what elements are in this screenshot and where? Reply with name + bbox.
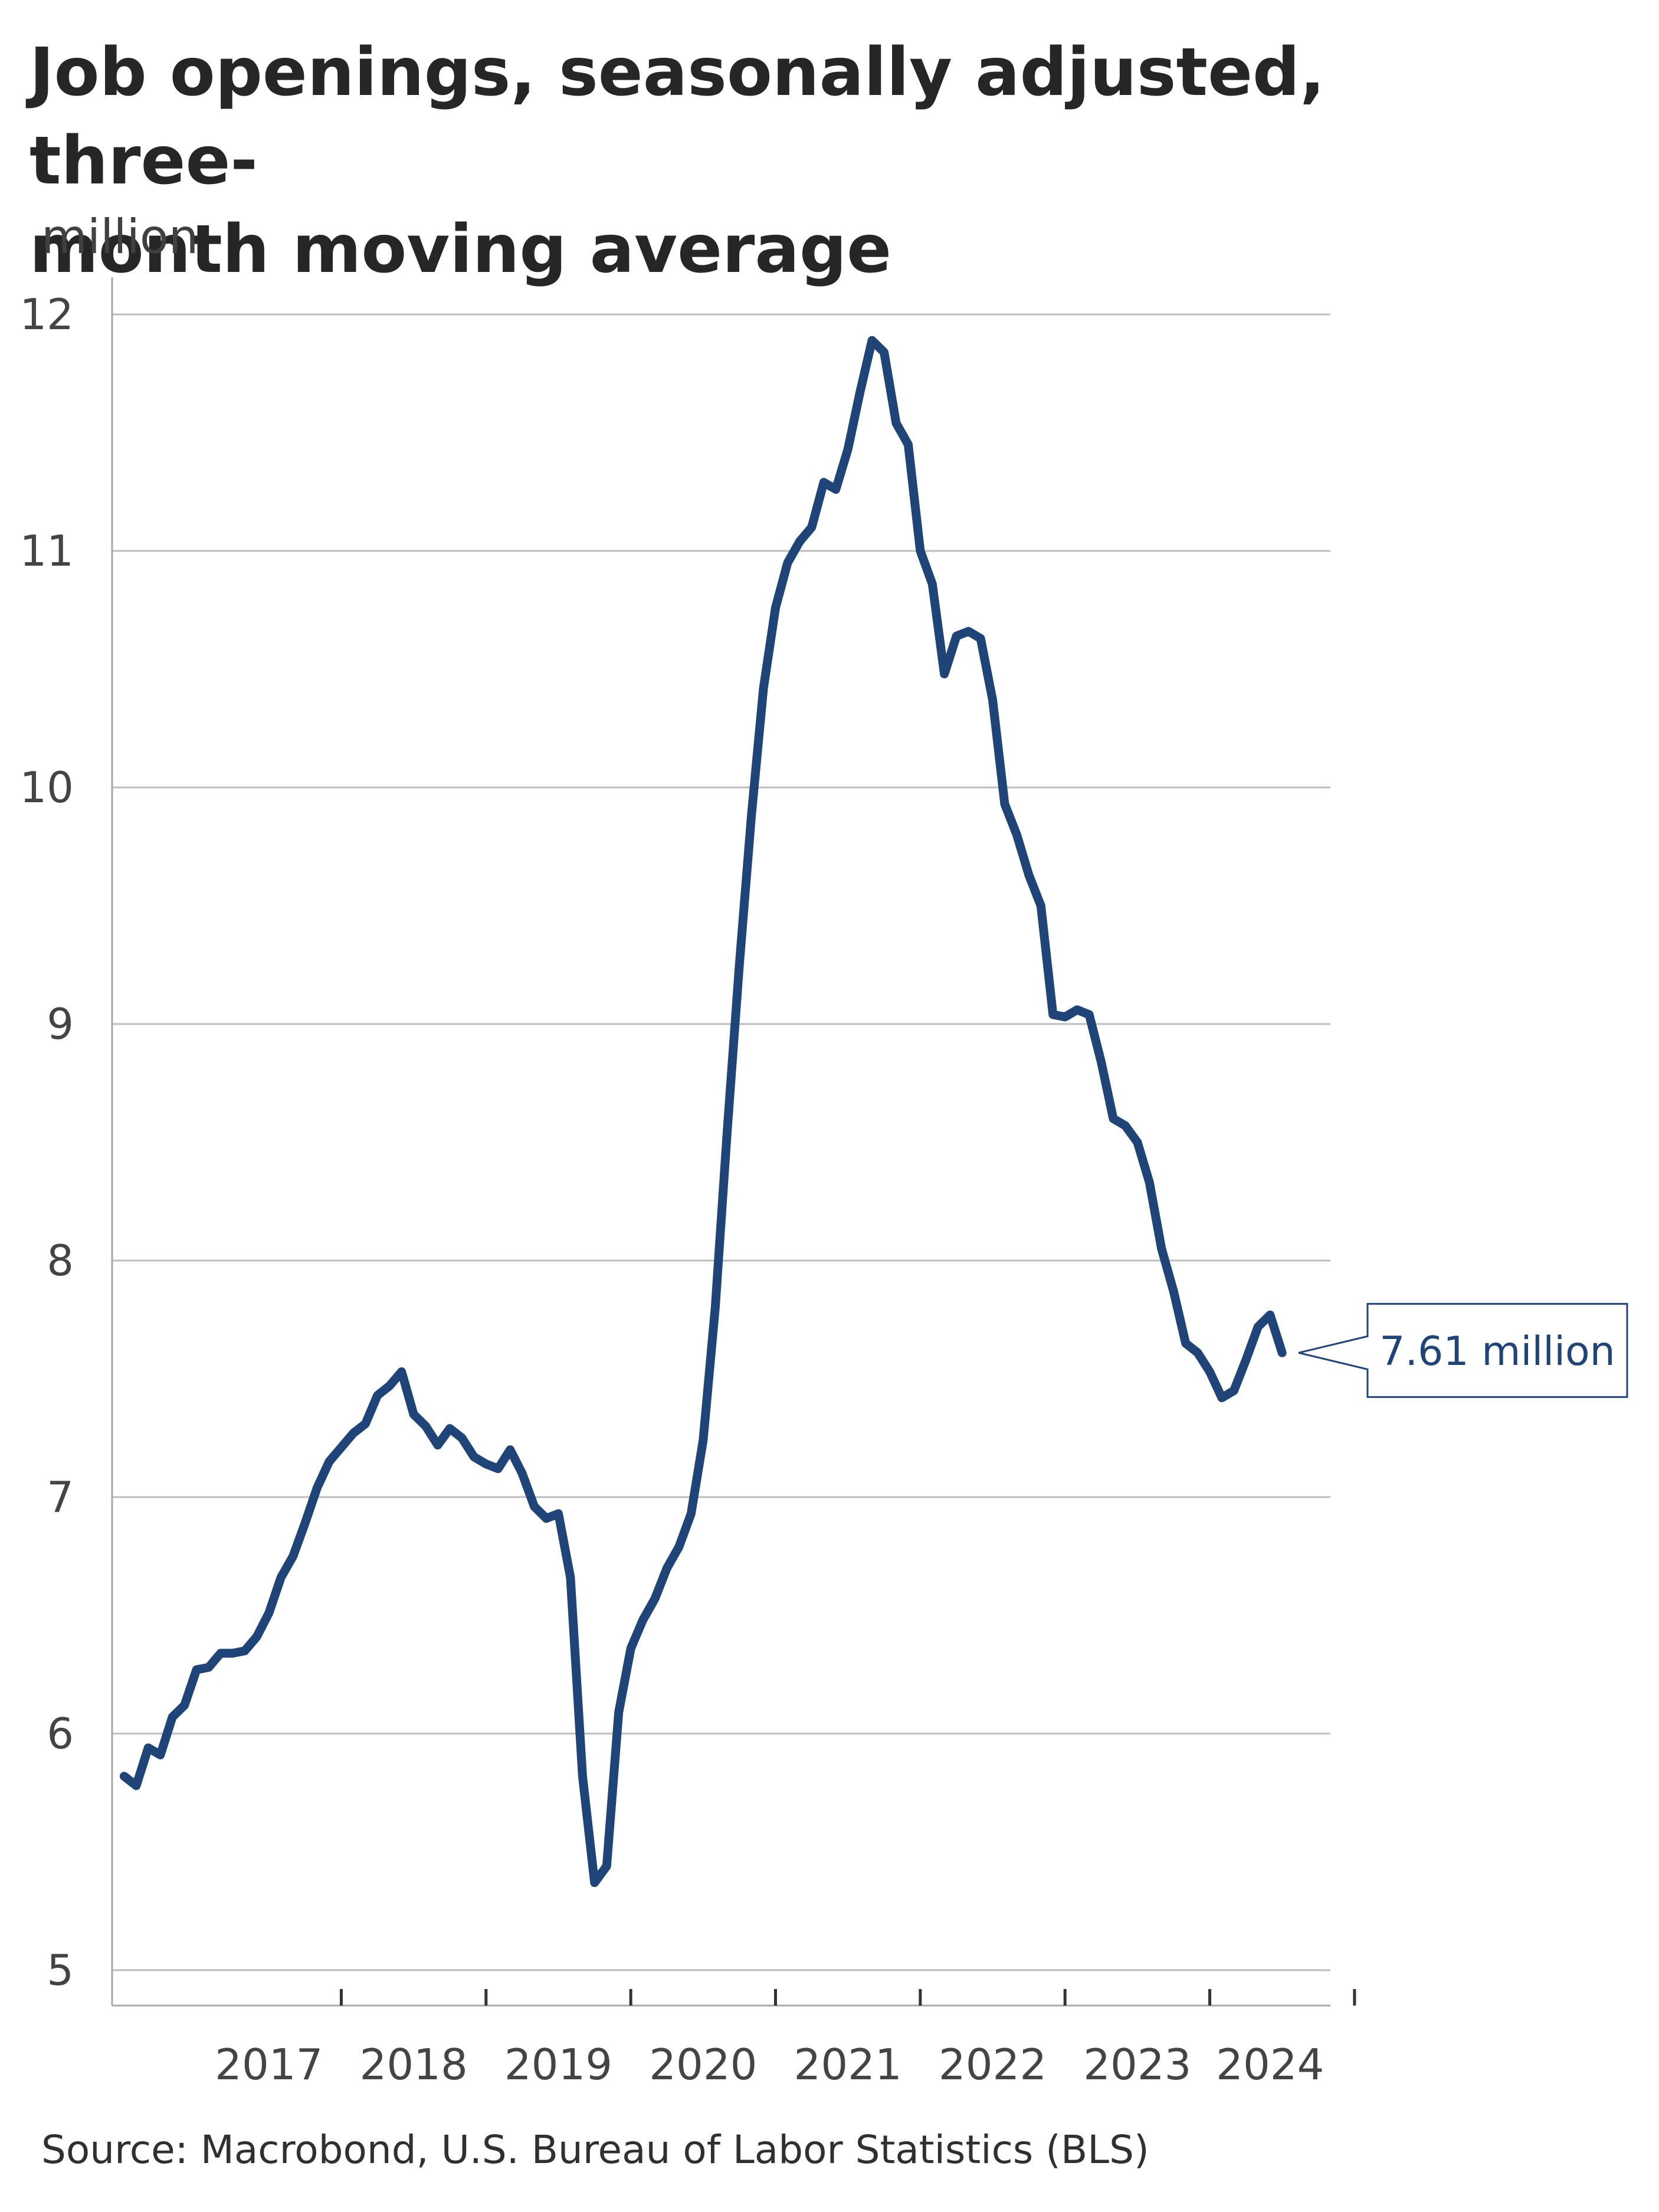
- x-tick-label-2018: 2018: [360, 2040, 468, 2089]
- x-tick-label-2019: 2019: [504, 2040, 612, 2089]
- source-note: Source: Macrobond, U.S. Bureau of Labor …: [41, 2127, 1149, 2172]
- chart-title-line-1: Job openings, seasonally adjusted, three…: [29, 34, 1325, 199]
- y-tick-label-8: 8: [47, 1236, 74, 1285]
- chart-title: Job openings, seasonally adjusted, three…: [29, 28, 1504, 294]
- x-tick-labels: 2017 2018 2019 2020 2021 2022 2023 2024: [215, 2040, 1324, 2089]
- x-tick-label-2017: 2017: [215, 2040, 323, 2089]
- annotations: 7.61 million: [1298, 1302, 1628, 1398]
- y-tick-label-9: 9: [47, 999, 74, 1049]
- y-tick-labels: 5 6 7 8 9 10 11 12: [19, 290, 74, 1995]
- x-tick-label-2020: 2020: [649, 2040, 757, 2089]
- y-axis-unit-label: million: [41, 209, 199, 264]
- chart-title-line-2: month moving average: [29, 211, 892, 288]
- callout-label: 7.61 million: [1379, 1328, 1615, 1375]
- series-line-0: [119, 336, 1287, 1888]
- x-tick-label-2023: 2023: [1083, 2040, 1191, 2089]
- x-tick-label-2022: 2022: [939, 2040, 1047, 2089]
- x-tick-label-2021: 2021: [794, 2040, 902, 2089]
- y-tick-label-12: 12: [19, 290, 74, 339]
- axes: [111, 277, 1356, 2007]
- series-layer: [119, 336, 1287, 1888]
- y-tick-label-10: 10: [19, 763, 74, 812]
- y-tick-label-7: 7: [47, 1472, 74, 1522]
- y-tick-label-6: 6: [47, 1709, 74, 1758]
- callout-box: [1298, 1302, 1628, 1398]
- y-tick-label-5: 5: [47, 1945, 74, 1995]
- gridlines: [112, 313, 1330, 1971]
- x-tick-label-2024: 2024: [1216, 2040, 1324, 2089]
- y-tick-label-11: 11: [19, 526, 74, 576]
